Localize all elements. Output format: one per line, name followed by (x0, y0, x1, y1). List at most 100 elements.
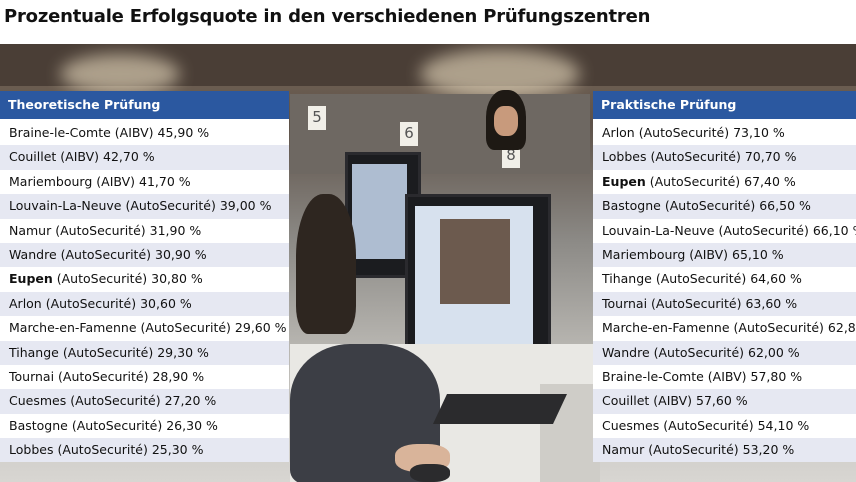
success-rate: 30,90 % (155, 246, 207, 262)
center-operator: (AutoSecurité) (655, 271, 747, 287)
center-name: Braine-le-Comte (9, 125, 111, 140)
center-operator: (AIBV) (707, 368, 747, 384)
booth-number: 8 (502, 144, 520, 168)
table-row: Tihange (AutoSecurité) 64,60 % (593, 267, 856, 292)
success-rate: 66,50 % (759, 198, 811, 214)
table-row: Arlon (AutoSecurité) 30,60 % (0, 291, 289, 317)
center-operator: (AutoSecurité) (45, 295, 137, 311)
success-rate: 53,20 % (742, 442, 795, 458)
success-rate: 27,20 % (164, 393, 217, 409)
center-name: Cuesmes (602, 417, 660, 433)
center-name: Tournai (602, 295, 648, 311)
center-operator: (AutoSecurité) (651, 295, 742, 311)
center-name: Lobbes (9, 442, 54, 458)
success-rate: 42,70 % (103, 149, 155, 165)
success-rate: 29,30 % (157, 344, 209, 360)
center-operator: (AutoSecurité) (663, 417, 754, 433)
success-rate: 29,60 % (234, 320, 287, 336)
table-row: Lobbes (AutoSecurité) 25,30 % (0, 438, 289, 463)
success-rate: 45,90 % (157, 125, 210, 140)
table-row: Wandre (AutoSecurité) 62,00 % (593, 340, 856, 365)
success-rate: 65,10 % (732, 246, 784, 262)
table-row: Namur (AutoSecurité) 31,90 % (0, 218, 289, 243)
success-rate: 26,30 % (166, 417, 218, 433)
center-operator: (AutoSecurité) (649, 173, 741, 189)
success-rate: 39,00 % (219, 198, 272, 214)
center-operator: (AIBV) (114, 125, 154, 140)
table-row: Eupen (AutoSecurité) 67,40 % (593, 169, 856, 195)
success-rate: 31,90 % (149, 222, 202, 238)
center-operator: (AutoSecurité) (653, 344, 745, 360)
success-rate: 67,40 % (744, 173, 796, 189)
success-rate: 28,90 % (152, 368, 205, 384)
center-name: Eupen (602, 173, 646, 189)
center-name: Louvain-La-Neuve (9, 198, 122, 214)
center-operator: (AutoSecurité) (57, 442, 148, 458)
center-name: Arlon (602, 125, 635, 140)
table-row: Marche-en-Famenne (AutoSecurité) 62,80 % (593, 316, 856, 341)
table-row: Couillet (AIBV) 42,70 % (0, 145, 289, 170)
center-name: Cuesmes (9, 393, 67, 409)
success-rate: 57,60 % (696, 393, 748, 409)
center-operator: (AutoSecurité) (733, 320, 824, 336)
center-operator: (AutoSecurité) (55, 222, 146, 238)
table-row: Tournai (AutoSecurité) 63,60 % (593, 291, 856, 317)
center-operator: (AutoSecurité) (70, 393, 161, 409)
table-row: Marche-en-Famenne (AutoSecurité) 29,60 % (0, 316, 289, 341)
table-row: Wandre (AutoSecurité) 30,90 % (0, 242, 289, 268)
table-row: Mariembourg (AIBV) 41,70 % (0, 169, 289, 195)
center-name: Marche-en-Famenne (9, 320, 137, 336)
practical-exam-header: Praktische Prüfung (593, 91, 856, 121)
success-rate: 30,80 % (151, 271, 203, 287)
success-rate: 70,70 % (744, 149, 797, 165)
center-operator: (AutoSecurité) (62, 344, 154, 360)
table-row: Mariembourg (AIBV) 65,10 % (593, 242, 856, 268)
success-rate: 41,70 % (139, 173, 191, 189)
person-foreground (296, 194, 356, 334)
center-operator: (AutoSecurité) (71, 417, 163, 433)
booth-number: 6 (400, 122, 418, 146)
table-row: Namur (AutoSecurité) 53,20 % (593, 438, 856, 463)
center-name: Marche-en-Famenne (602, 320, 730, 336)
table-row: Bastogne (AutoSecurité) 66,50 % (593, 194, 856, 219)
table-row: Tournai (AutoSecurité) 28,90 % (0, 364, 289, 390)
center-operator: (AutoSecurité) (650, 149, 741, 165)
center-name: Couillet (602, 393, 650, 409)
center-operator: (AutoSecurité) (58, 368, 149, 384)
center-operator: (AutoSecurité) (56, 271, 148, 287)
table-row: Eupen (AutoSecurité) 30,80 % (0, 267, 289, 292)
center-operator: (AIBV) (689, 246, 729, 262)
booth-number: 5 (308, 106, 326, 130)
center-name: Tihange (602, 271, 652, 287)
table-row: Louvain-La-Neuve (AutoSecurité) 39,00 % (0, 194, 289, 219)
success-rate: 62,00 % (748, 344, 800, 360)
success-rate: 66,10 % (812, 222, 856, 238)
center-operator: (AutoSecurité) (140, 320, 231, 336)
table-row: Cuesmes (AutoSecurité) 54,10 % (593, 413, 856, 439)
success-rate: 64,60 % (750, 271, 802, 287)
center-name: Tournai (9, 368, 55, 384)
center-name: Tihange (9, 344, 59, 360)
center-name: Arlon (9, 295, 42, 311)
theoretical-exam-header: Theoretische Prüfung (0, 91, 289, 121)
center-name: Eupen (9, 271, 53, 287)
success-rate: 54,10 % (757, 417, 810, 433)
center-operator: (AIBV) (60, 149, 100, 165)
table-row: Bastogne (AutoSecurité) 26,30 % (0, 413, 289, 439)
table-row: Tihange (AutoSecurité) 29,30 % (0, 340, 289, 365)
center-operator: (AutoSecurité) (718, 222, 809, 238)
center-operator: (AIBV) (653, 393, 693, 409)
center-name: Namur (9, 222, 52, 238)
center-operator: (AutoSecurité) (664, 198, 756, 214)
center-operator: (AIBV) (96, 173, 136, 189)
table-row: Braine-le-Comte (AIBV) 57,80 % (593, 364, 856, 390)
center-name: Bastogne (602, 198, 661, 214)
table-row: Cuesmes (AutoSecurité) 27,20 % (0, 389, 289, 414)
success-rate: 25,30 % (151, 442, 204, 458)
center-name: Mariembourg (9, 173, 93, 189)
center-name: Namur (602, 442, 645, 458)
center-operator: (AutoSecurité) (125, 198, 216, 214)
success-rate: 62,80 % (827, 320, 856, 336)
table-row: Arlon (AutoSecurité) 73,10 % (593, 121, 856, 146)
success-rate: 63,60 % (745, 295, 798, 311)
